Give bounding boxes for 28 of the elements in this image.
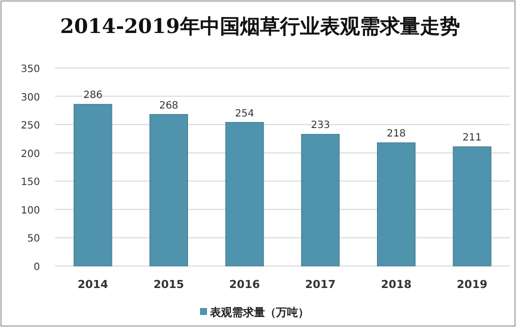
x-tick-label: 2016 [229, 278, 260, 291]
bar [150, 114, 188, 266]
x-tick-label: 2018 [380, 278, 412, 291]
y-tick-label: 350 [20, 64, 40, 75]
bar [301, 134, 340, 266]
y-tick-label: 200 [20, 148, 40, 160]
data-label: 218 [386, 128, 406, 140]
bar [225, 122, 264, 266]
x-tick-label: 2015 [153, 278, 184, 291]
y-tick-label: 100 [20, 205, 40, 216]
y-tick-label: 250 [20, 120, 40, 132]
x-tick-label: 2014 [78, 278, 109, 291]
y-tick-label: 300 [20, 92, 40, 104]
bar [74, 104, 112, 266]
data-label: 268 [159, 100, 178, 112]
y-tick-label: 50 [27, 234, 40, 245]
bar [377, 142, 416, 266]
bar [452, 146, 492, 266]
y-tick-label: 0 [34, 262, 40, 273]
data-label: 233 [310, 120, 330, 132]
x-tick-label: 2017 [305, 278, 336, 291]
data-label: 254 [235, 108, 254, 120]
data-label: 211 [462, 132, 482, 144]
chart-title: 2014-2019年中国烟草行业表观需求量走势 [60, 14, 460, 38]
legend-label: 表观需求量（万吨） [209, 306, 309, 319]
y-tick-label: 150 [20, 177, 40, 188]
data-label: 286 [83, 90, 102, 102]
x-tick-label: 2019 [456, 278, 488, 291]
